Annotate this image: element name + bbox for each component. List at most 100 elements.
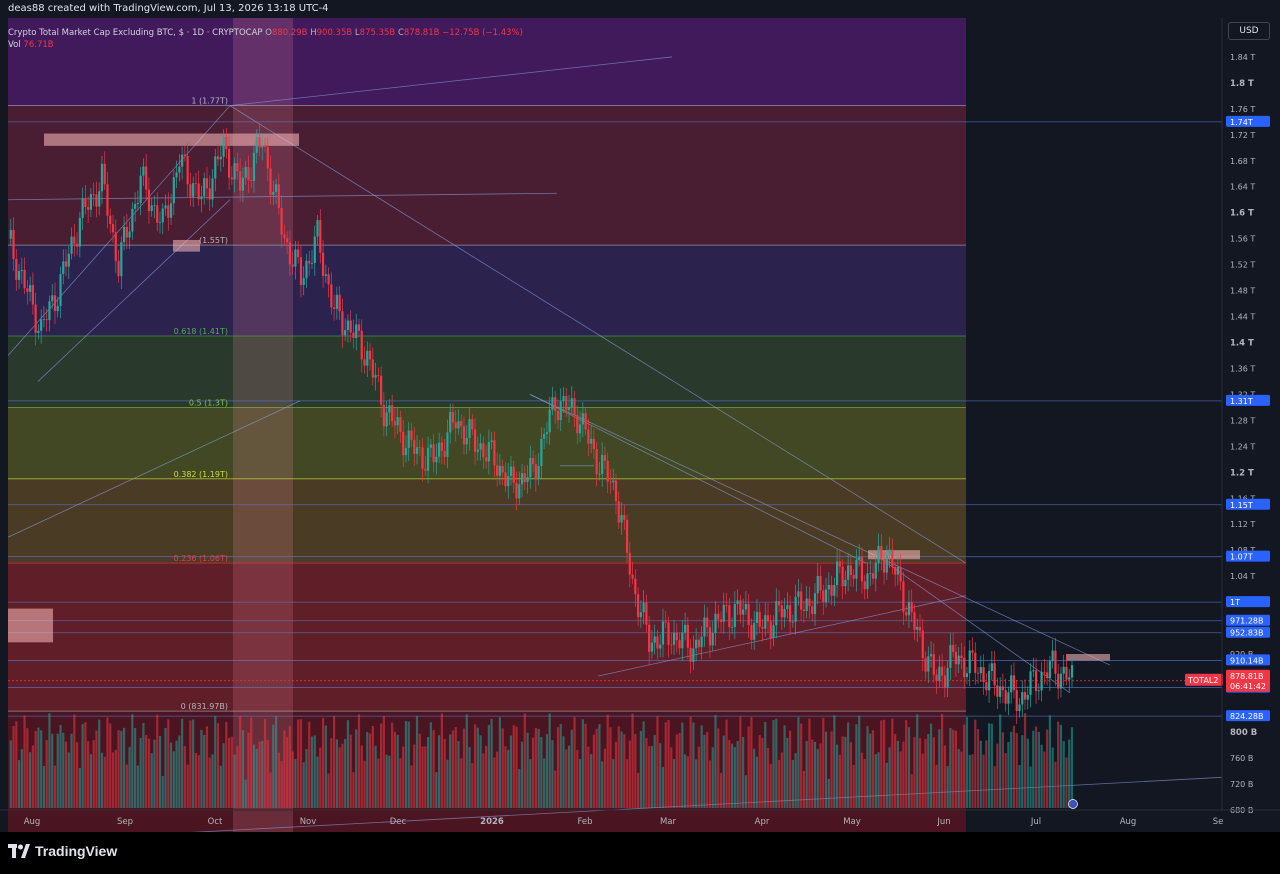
volume-bar bbox=[78, 767, 81, 808]
candle bbox=[540, 438, 543, 466]
volume-bar bbox=[302, 762, 305, 808]
volume-bar bbox=[902, 741, 905, 808]
symbol-title[interactable]: Crypto Total Market Cap Excluding BTC, $… bbox=[8, 28, 263, 38]
candle bbox=[178, 166, 181, 173]
volume-bar bbox=[811, 739, 814, 808]
volume-bar bbox=[949, 727, 952, 808]
volume-bar bbox=[368, 733, 372, 808]
candle bbox=[758, 611, 761, 627]
volume-bar bbox=[963, 724, 966, 808]
volume-bar bbox=[247, 732, 250, 808]
volume-bar bbox=[678, 733, 681, 808]
volume-bar bbox=[733, 747, 736, 808]
tradingview-logo[interactable]: TradingView bbox=[8, 843, 117, 859]
candle bbox=[476, 449, 479, 452]
candle bbox=[70, 236, 73, 254]
volume-bar bbox=[233, 754, 236, 808]
candle bbox=[791, 621, 794, 623]
volume-bar bbox=[156, 714, 159, 808]
volume-bar bbox=[786, 737, 789, 808]
candle bbox=[670, 644, 673, 646]
candle bbox=[697, 639, 701, 648]
candle bbox=[457, 421, 460, 429]
volume-bar bbox=[479, 735, 482, 808]
volume-bar bbox=[565, 749, 568, 808]
volume-bar bbox=[822, 717, 825, 808]
candle bbox=[460, 421, 463, 427]
volume-bar bbox=[460, 758, 463, 808]
candle bbox=[241, 177, 245, 191]
volume-bar bbox=[29, 752, 32, 808]
candle bbox=[932, 654, 935, 675]
volume-bar bbox=[739, 716, 742, 808]
candle bbox=[333, 307, 336, 309]
volume-bar bbox=[844, 736, 847, 808]
volume-bar bbox=[449, 734, 452, 808]
volume-bar bbox=[219, 765, 222, 808]
volume-bar bbox=[197, 755, 200, 808]
country-flag-icon[interactable] bbox=[1068, 799, 1078, 809]
candle bbox=[451, 412, 455, 423]
volume-bar bbox=[617, 726, 620, 808]
candle bbox=[744, 603, 747, 610]
volume-bar bbox=[158, 735, 162, 808]
candle bbox=[330, 284, 333, 308]
chart-panel[interactable]: 1.88 T1.84 T1.8 T1.76 T1.72 T1.68 T1.64 … bbox=[0, 18, 1280, 832]
candle bbox=[219, 156, 222, 160]
fib-zone-band bbox=[8, 478, 966, 564]
volume-bar bbox=[775, 718, 778, 808]
candle bbox=[736, 600, 739, 605]
candle bbox=[56, 305, 59, 312]
volume-bar bbox=[374, 745, 377, 808]
candle bbox=[145, 166, 148, 190]
currency-button[interactable]: USD bbox=[1228, 22, 1270, 40]
candle bbox=[283, 234, 286, 239]
fib-level-label: 0.236 (1.06T) bbox=[174, 554, 228, 563]
candle bbox=[929, 654, 933, 657]
volume-bar bbox=[581, 719, 584, 808]
high-value: 900.35B bbox=[316, 28, 353, 38]
volume-bar bbox=[587, 746, 590, 808]
volume-bar bbox=[446, 759, 449, 808]
volume-bar bbox=[631, 713, 634, 808]
candle bbox=[993, 663, 996, 686]
candle bbox=[167, 205, 170, 218]
candle bbox=[965, 673, 969, 678]
volume-bar bbox=[1068, 739, 1071, 808]
legend-volume-row: Vol 76.71B bbox=[8, 39, 523, 51]
candle bbox=[775, 601, 778, 626]
candle bbox=[979, 667, 982, 674]
volume-bar bbox=[708, 760, 712, 808]
candle bbox=[813, 593, 817, 615]
volume-bar bbox=[42, 766, 46, 808]
level-tag bbox=[1226, 626, 1270, 638]
volume-bar bbox=[659, 743, 662, 808]
candle bbox=[352, 332, 355, 338]
volume-bar bbox=[161, 776, 164, 808]
candle bbox=[952, 645, 955, 652]
candle bbox=[164, 205, 167, 209]
volume-bar bbox=[894, 734, 897, 808]
candlestick-chart[interactable]: 1.88 T1.84 T1.8 T1.76 T1.72 T1.68 T1.64 … bbox=[0, 18, 1280, 832]
volume-bar bbox=[672, 759, 676, 808]
candle bbox=[780, 605, 783, 618]
volume-bar bbox=[755, 756, 759, 808]
candle bbox=[493, 440, 496, 466]
volume-bar bbox=[415, 716, 419, 808]
volume-bar bbox=[37, 727, 40, 808]
volume-bar bbox=[999, 714, 1002, 808]
trendline-drawing bbox=[597, 595, 967, 677]
volume-bar bbox=[623, 734, 626, 808]
candle bbox=[432, 444, 435, 463]
price-scale-label: 1.2 T bbox=[1230, 468, 1254, 478]
volume-bar bbox=[153, 739, 156, 808]
candle bbox=[523, 473, 526, 483]
candle bbox=[1032, 670, 1035, 672]
candle bbox=[1054, 650, 1057, 674]
symbol-tag bbox=[1185, 673, 1223, 686]
price-scale-label: 1.8 T bbox=[1230, 79, 1254, 89]
candle bbox=[42, 319, 46, 321]
candle bbox=[37, 330, 40, 334]
candle bbox=[120, 242, 123, 277]
candle bbox=[860, 557, 864, 582]
